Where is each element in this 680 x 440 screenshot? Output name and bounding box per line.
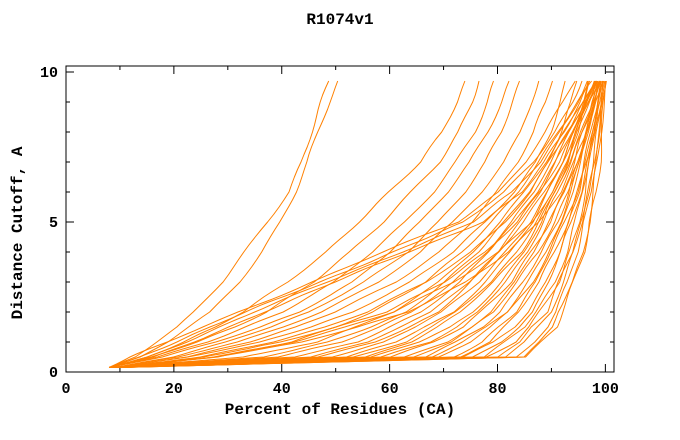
frame-box bbox=[65, 65, 615, 373]
model-curve bbox=[108, 80, 330, 368]
model-curve bbox=[108, 80, 480, 368]
model-curve bbox=[119, 80, 590, 368]
model-curve bbox=[119, 80, 599, 368]
axis-tick-labels: 0 20 40 60 80 100 0 5 10 bbox=[40, 65, 619, 398]
model-curve bbox=[114, 80, 566, 368]
model-curve bbox=[108, 80, 591, 368]
x-tick-label: 80 bbox=[488, 381, 506, 398]
model-curve bbox=[108, 80, 588, 368]
x-tick-label: 60 bbox=[381, 381, 399, 398]
plot-frame bbox=[65, 65, 615, 373]
model-curve bbox=[119, 80, 607, 368]
model-curve bbox=[109, 80, 510, 368]
x-tick-label: 100 bbox=[592, 381, 619, 398]
y-tick-label: 10 bbox=[40, 65, 58, 82]
model-curve bbox=[117, 80, 602, 368]
x-tick-label: 20 bbox=[165, 381, 183, 398]
model-curve bbox=[114, 80, 598, 368]
model-curve bbox=[108, 80, 592, 368]
model-curve bbox=[108, 80, 466, 368]
model-curve bbox=[110, 80, 597, 368]
model-curve bbox=[119, 80, 578, 368]
model-curve bbox=[108, 80, 583, 368]
model-curve bbox=[108, 80, 494, 368]
model-curve bbox=[114, 80, 540, 368]
model-curve bbox=[114, 80, 520, 368]
y-tick-label: 0 bbox=[49, 365, 58, 382]
plot-title: R1074v1 bbox=[306, 11, 373, 29]
x-axis-label: Percent of Residues (CA) bbox=[225, 401, 455, 419]
model-curve bbox=[115, 80, 598, 368]
model-curve bbox=[119, 80, 589, 368]
model-curve bbox=[114, 80, 553, 368]
model-curve bbox=[111, 80, 598, 368]
y-tick-label: 5 bbox=[49, 215, 58, 232]
model-curve bbox=[108, 80, 339, 368]
x-tick-label: 40 bbox=[273, 381, 291, 398]
model-curve bbox=[113, 80, 598, 368]
y-axis-label: Distance Cutoff, A bbox=[9, 146, 27, 319]
x-tick-label: 0 bbox=[61, 381, 70, 398]
model-curve bbox=[108, 80, 576, 368]
model-curves bbox=[108, 80, 607, 368]
axis-ticks bbox=[65, 66, 614, 373]
